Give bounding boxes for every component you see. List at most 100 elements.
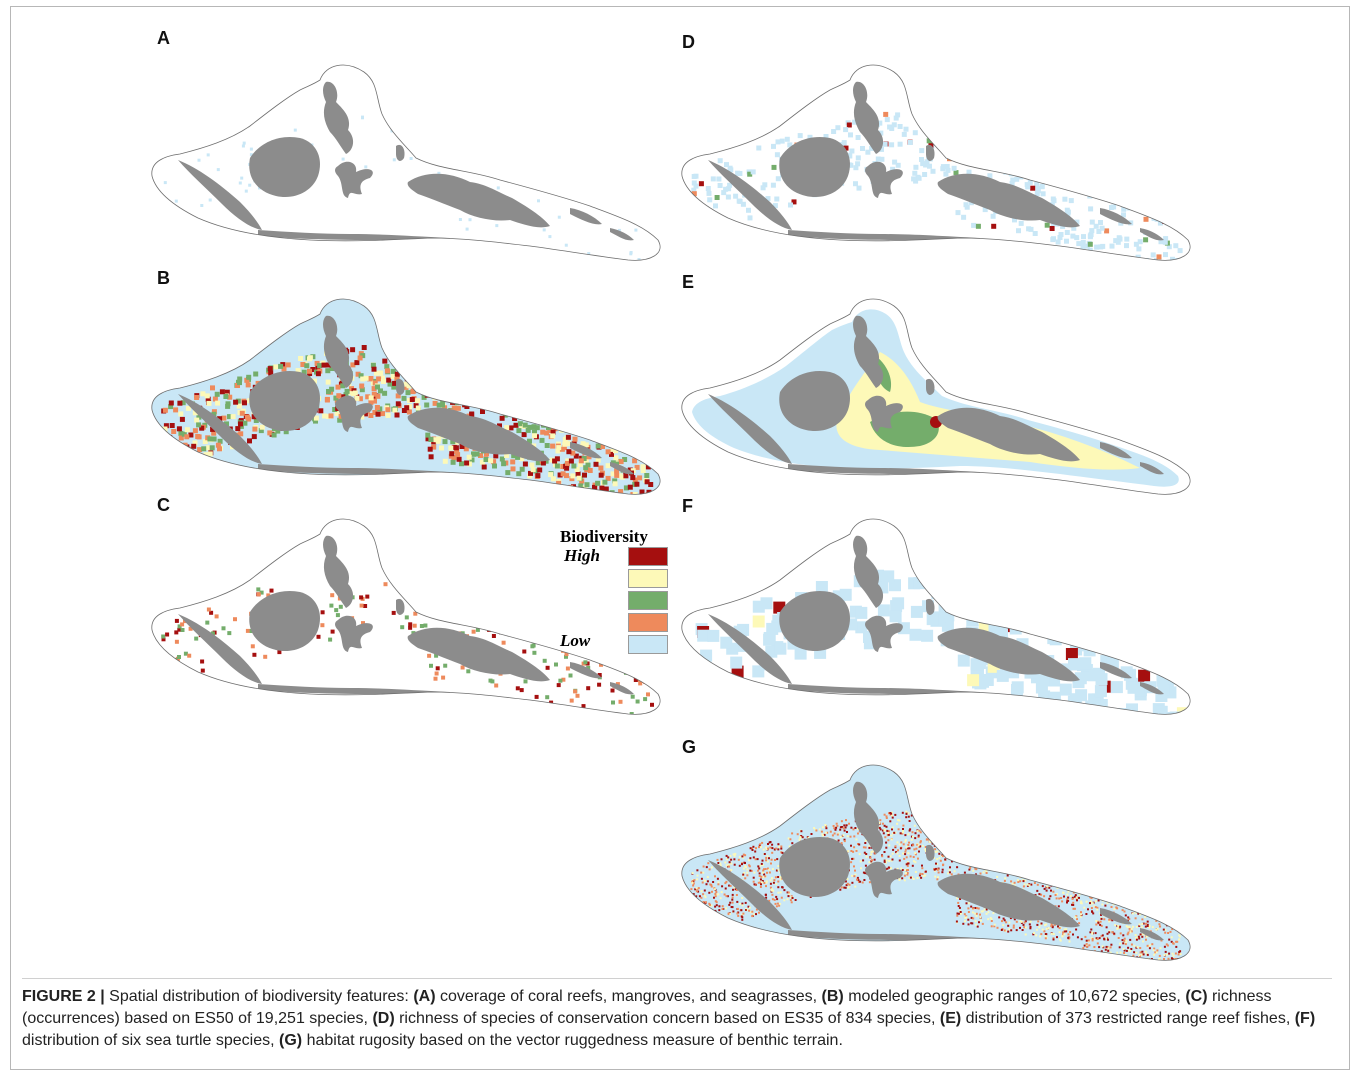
map-cell xyxy=(581,704,586,709)
map-cell xyxy=(180,622,185,627)
map-cell xyxy=(1068,885,1071,888)
map-cell xyxy=(409,359,415,365)
map-cell xyxy=(700,911,703,914)
map-cell xyxy=(899,832,902,835)
map-cell xyxy=(403,384,409,390)
map-cell xyxy=(852,828,855,831)
map-cell xyxy=(706,929,709,932)
map-cell xyxy=(1029,920,1032,923)
map-cell xyxy=(1149,894,1152,897)
map-cell xyxy=(605,463,611,469)
map-cell xyxy=(392,578,397,583)
map-cell xyxy=(917,857,919,860)
map-cell xyxy=(330,593,335,598)
map-cell xyxy=(355,371,361,377)
map-cell xyxy=(644,677,649,681)
map-cell xyxy=(1114,924,1117,927)
map-cell xyxy=(952,154,958,160)
map-cell xyxy=(809,896,812,898)
map-cell xyxy=(378,388,383,394)
landmass xyxy=(779,136,850,198)
map-cell xyxy=(939,812,942,815)
map-cell xyxy=(1088,206,1094,212)
map-cell xyxy=(519,456,525,462)
map-cell xyxy=(1150,252,1156,258)
map-cell xyxy=(597,682,602,687)
map-cell xyxy=(479,459,485,465)
map-cell xyxy=(1044,222,1050,228)
map-cell xyxy=(815,581,828,593)
map-cell xyxy=(1080,185,1086,191)
map-cell xyxy=(956,897,959,900)
landmass xyxy=(779,590,850,652)
map-cell xyxy=(912,130,918,136)
map-cell xyxy=(882,570,895,583)
map-cell xyxy=(778,904,781,907)
map-cell xyxy=(573,453,579,459)
map-cell xyxy=(408,373,414,379)
map-cell xyxy=(774,152,780,158)
map-cell xyxy=(1134,895,1137,898)
map-cell xyxy=(635,443,641,449)
map-cell xyxy=(879,156,885,162)
map-cell xyxy=(862,846,865,849)
map-cell xyxy=(1119,956,1122,959)
map-cell xyxy=(1144,925,1147,928)
map-cell xyxy=(537,199,540,203)
map-cell xyxy=(1091,902,1094,905)
map-cell xyxy=(1064,238,1069,244)
map-cell xyxy=(868,846,871,849)
map-cell xyxy=(1003,879,1006,882)
map-cell xyxy=(761,864,764,867)
map-cell xyxy=(717,920,720,923)
map-cell xyxy=(890,811,893,814)
map-cell xyxy=(755,908,758,911)
map-cell xyxy=(1009,863,1011,866)
map-cell xyxy=(780,851,783,854)
map-cell xyxy=(991,223,997,229)
map-cell xyxy=(317,363,323,369)
map-cell xyxy=(897,124,903,129)
map-cell xyxy=(640,209,644,213)
map-cell xyxy=(1121,212,1126,218)
map-cell xyxy=(765,885,767,888)
map-cell xyxy=(629,251,633,254)
map-cell xyxy=(471,451,477,457)
map-cell xyxy=(691,880,694,883)
map-cell xyxy=(710,176,716,182)
map-cell xyxy=(1137,239,1143,245)
map-cell xyxy=(1009,180,1015,186)
caption-lead: Spatial distribution of biodiversity fea… xyxy=(104,988,414,1005)
map-cell xyxy=(1084,243,1090,249)
map-cell xyxy=(647,448,652,454)
map-cell xyxy=(523,679,528,684)
map-cell xyxy=(400,577,405,582)
map-cell xyxy=(1130,948,1133,950)
map-cell xyxy=(615,682,620,687)
map-cell xyxy=(1110,888,1113,891)
map-cell xyxy=(1080,240,1086,245)
map-cell xyxy=(375,384,380,390)
map-cell xyxy=(1096,895,1099,898)
map-cell xyxy=(951,860,953,863)
map-cell xyxy=(692,884,695,887)
map-cell xyxy=(1063,928,1066,931)
map-cell xyxy=(1106,898,1109,901)
map-cell xyxy=(1146,944,1149,947)
map-cell xyxy=(187,653,192,658)
map-cell xyxy=(420,351,425,357)
map-cell xyxy=(729,884,732,887)
map-cell xyxy=(895,851,898,854)
map-cell xyxy=(1034,191,1040,197)
map-cell xyxy=(736,907,739,910)
map-cell xyxy=(771,164,777,170)
map-cell xyxy=(794,647,807,660)
map-cell xyxy=(1106,932,1109,935)
map-cell xyxy=(1038,878,1041,881)
landmass xyxy=(1140,928,1164,941)
map-cell xyxy=(207,451,213,457)
map-cell xyxy=(724,861,727,864)
map-cell xyxy=(1062,196,1068,202)
map-cell xyxy=(758,911,760,914)
map-cell xyxy=(704,879,707,882)
